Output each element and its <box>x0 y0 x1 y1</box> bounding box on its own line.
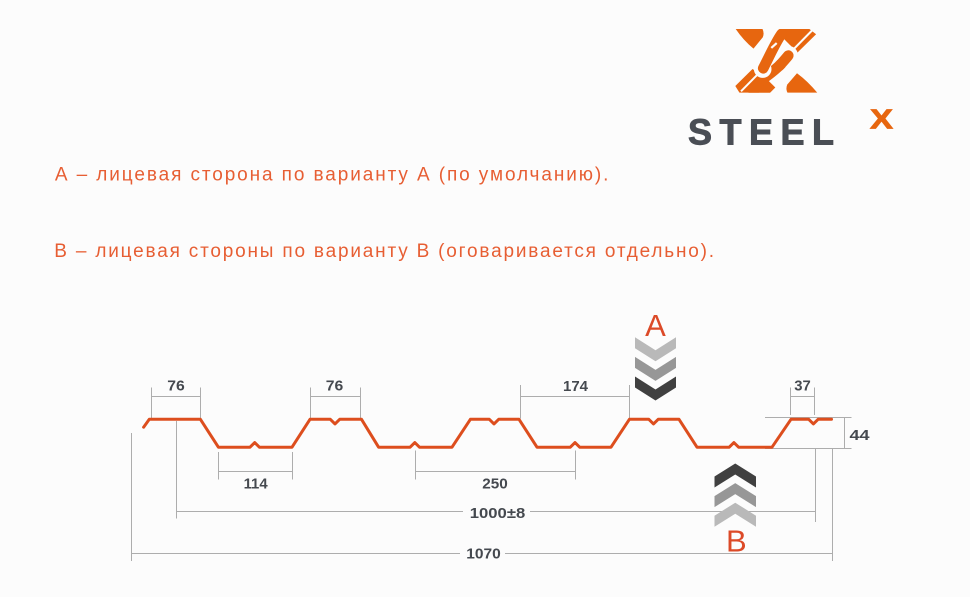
svg-text:В – лицевая стороны по вариант: В – лицевая стороны по варианту В (огова… <box>54 241 716 262</box>
svg-text:А – лицевая сторона по вариант: А – лицевая сторона по варианту А (по ум… <box>55 164 610 185</box>
svg-text:37: 37 <box>794 378 811 395</box>
svg-text:114: 114 <box>244 476 269 493</box>
svg-text:1000±8: 1000±8 <box>470 505 526 522</box>
svg-text:А: А <box>645 308 666 343</box>
svg-text:В: В <box>726 524 747 559</box>
svg-text:STEEL: STEEL <box>688 112 834 153</box>
svg-text:X: X <box>870 103 894 134</box>
svg-text:1070: 1070 <box>466 546 501 563</box>
svg-text:76: 76 <box>326 378 344 395</box>
svg-text:76: 76 <box>167 378 185 395</box>
svg-text:250: 250 <box>482 476 508 493</box>
svg-text:44: 44 <box>850 427 871 444</box>
svg-text:174: 174 <box>563 378 589 395</box>
